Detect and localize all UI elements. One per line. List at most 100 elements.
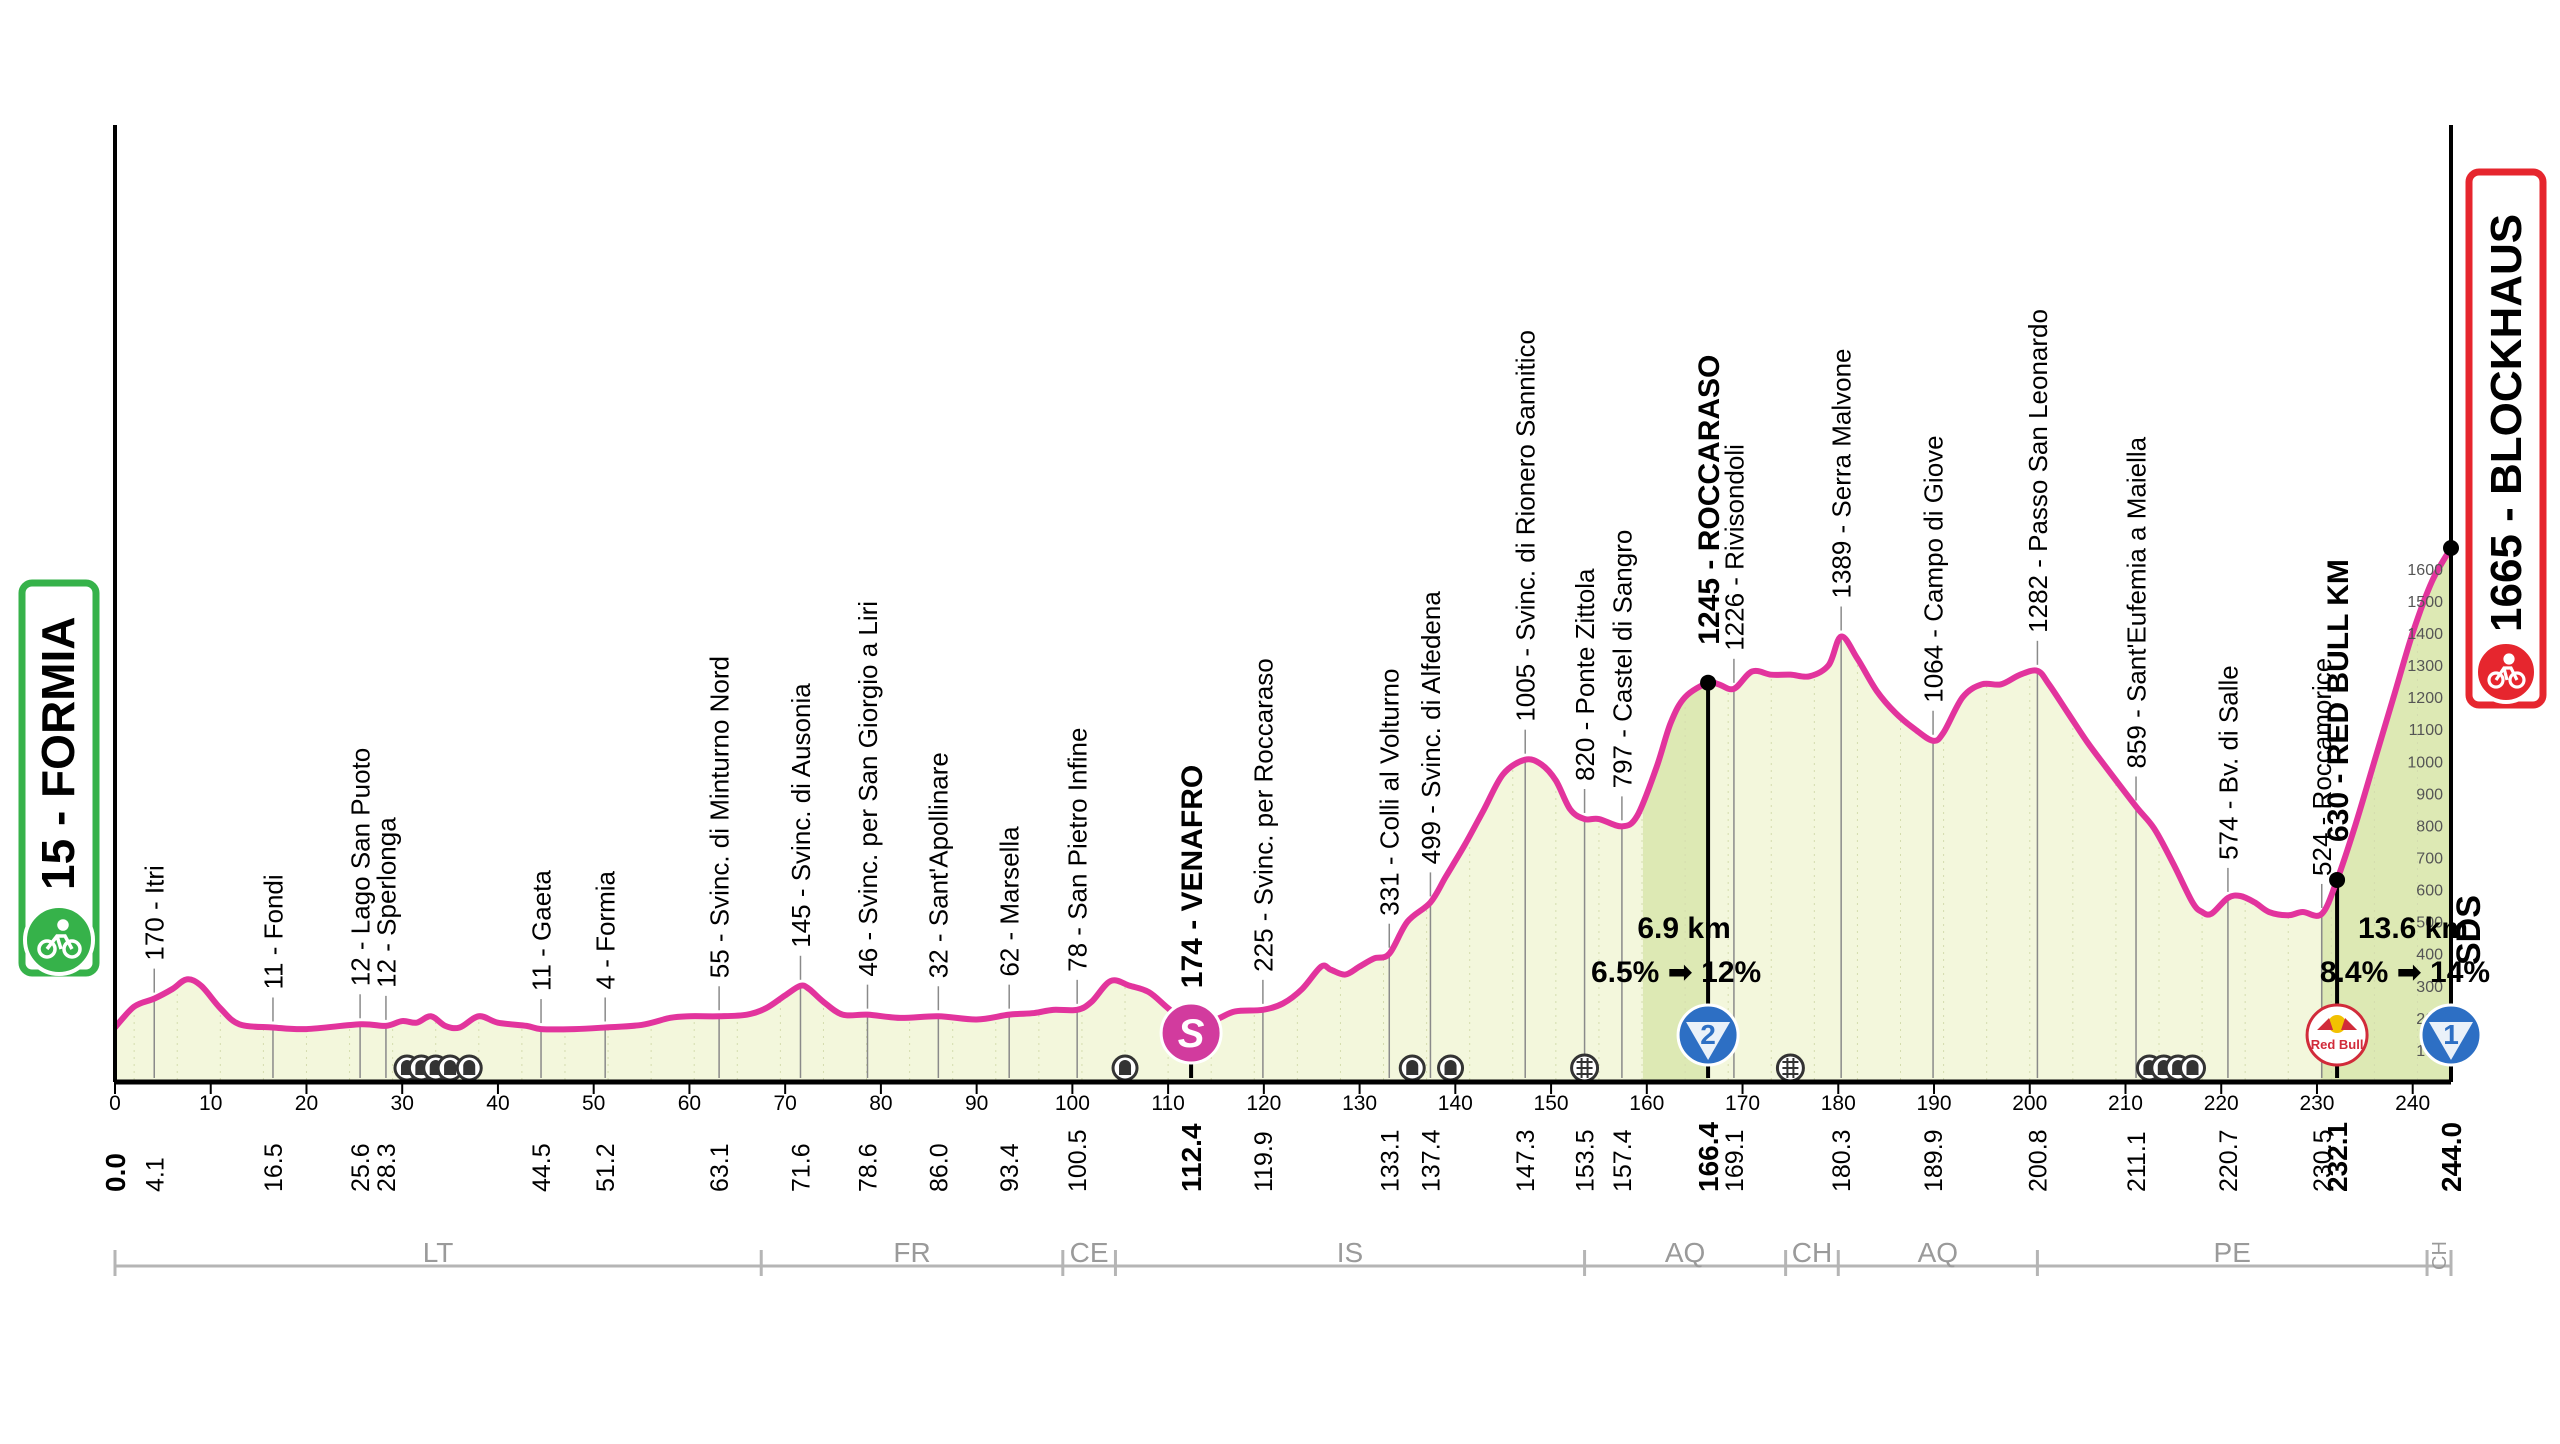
km-label: 147.3 bbox=[1512, 1129, 1540, 1192]
km-label: 28.3 bbox=[373, 1143, 401, 1192]
x-tick-label: 160 bbox=[1629, 1092, 1664, 1115]
km-label: 86.0 bbox=[925, 1143, 953, 1192]
region-label: LT bbox=[423, 1237, 454, 1268]
kom-category: 1 bbox=[2443, 1019, 2459, 1050]
sds-label: SDS bbox=[2450, 895, 2488, 965]
x-tick-label: 100 bbox=[1055, 1092, 1090, 1115]
tunnel-icon bbox=[1398, 1054, 1426, 1082]
place-label: 1245 - ROCCARASO bbox=[1693, 355, 1726, 645]
km-label: 169.1 bbox=[1721, 1129, 1749, 1192]
sprint-icon bbox=[1159, 1001, 1223, 1065]
place-label: 630 - RED BULL KM bbox=[2322, 559, 2355, 842]
scale-tick-label: 600 bbox=[2416, 883, 2443, 900]
x-tick-label: 180 bbox=[1821, 1092, 1856, 1115]
place-label: 1282 - Passo San Leonardo bbox=[2023, 309, 2053, 633]
finish-km-label: 244.0 bbox=[2436, 1122, 2467, 1192]
place-label: 820 - Ponte Zittola bbox=[1570, 568, 1600, 781]
x-tick-label: 130 bbox=[1342, 1092, 1377, 1115]
scale-tick-label: 1000 bbox=[2407, 754, 2443, 771]
scale-tick-label: 1600 bbox=[2407, 562, 2443, 579]
km-label: 200.8 bbox=[2024, 1129, 2052, 1192]
km-label: 63.1 bbox=[706, 1143, 734, 1192]
km-label: 166.4 bbox=[1693, 1122, 1724, 1192]
place-label: 524 - Roccamorice bbox=[2307, 658, 2337, 876]
x-tick-label: 70 bbox=[773, 1092, 796, 1115]
region-label: AQ bbox=[1665, 1237, 1705, 1268]
x-tick-label: 140 bbox=[1438, 1092, 1473, 1115]
scale-tick-label: 700 bbox=[2416, 850, 2443, 867]
tunnel-icon bbox=[1111, 1054, 1139, 1082]
climb-gradient: 6.5% ➡ 12% bbox=[1591, 956, 1761, 989]
start-badge: 15 - FORMIA bbox=[18, 579, 100, 977]
region-label: IS bbox=[1337, 1237, 1363, 1268]
x-tick-label: 30 bbox=[391, 1092, 414, 1115]
x-tick-label: 150 bbox=[1534, 1092, 1569, 1115]
place-label: 11 - Fondi bbox=[258, 874, 288, 989]
km-label: 44.5 bbox=[528, 1143, 556, 1192]
place-label: 859 - Sant'Eufemia a Maiella bbox=[2121, 436, 2151, 768]
scale-tick-label: 1500 bbox=[2407, 594, 2443, 611]
place-label: 170 - Itri bbox=[140, 865, 170, 960]
x-tick-label: 120 bbox=[1246, 1092, 1281, 1115]
place-label: 12 - Lago San Puoto bbox=[345, 748, 375, 987]
scale-tick-label: 300 bbox=[2416, 979, 2443, 996]
x-tick-label: 170 bbox=[1725, 1092, 1760, 1115]
x-tick-label: 200 bbox=[2012, 1092, 2047, 1115]
scale-tick-label: 400 bbox=[2416, 947, 2443, 964]
scale-tick-label: 500 bbox=[2416, 915, 2443, 932]
x-tick-label: 110 bbox=[1151, 1092, 1184, 1115]
redbull-marker: Red Bull bbox=[2305, 1003, 2369, 1067]
place-label: 1005 - Svinc. di Rionero Sannitico bbox=[1511, 330, 1541, 722]
place-label: 174 - VENAFRO bbox=[1176, 765, 1209, 988]
km-label: 232.1 bbox=[2322, 1122, 2353, 1192]
sprint-letter: S bbox=[1178, 1012, 1205, 1056]
scale-tick-label: 1400 bbox=[2407, 626, 2443, 643]
km-label: 180.3 bbox=[1828, 1129, 1856, 1192]
waypoint-dot bbox=[1700, 674, 1717, 691]
km-label: 112.4 bbox=[1176, 1123, 1207, 1192]
x-tick-label: 90 bbox=[965, 1092, 988, 1115]
railway-crossing-icon bbox=[1570, 1053, 1600, 1083]
scale-tick-label: 1300 bbox=[2407, 658, 2443, 675]
x-tick-label: 210 bbox=[2108, 1092, 2143, 1115]
x-tick-label: 220 bbox=[2204, 1092, 2239, 1115]
x-tick-label: 80 bbox=[869, 1092, 892, 1115]
place-label: 331 - Colli al Volturno bbox=[1375, 669, 1405, 916]
climb-gradient: 8.4% ➡ 14% bbox=[2320, 956, 2490, 989]
x-tick-label: 10 bbox=[199, 1092, 222, 1115]
place-label: 1389 - Serra Malvone bbox=[1827, 348, 1857, 598]
profile-line bbox=[112, 546, 2454, 1033]
start-km-label: 0.0 bbox=[100, 1153, 131, 1192]
place-label: 62 - Marsella bbox=[995, 826, 1025, 977]
km-label: 211.1 bbox=[2123, 1131, 2151, 1192]
scale-tick-label: 900 bbox=[2416, 786, 2443, 803]
km-label: 119.9 bbox=[1250, 1131, 1278, 1192]
place-label: 78 - San Pietro Infine bbox=[1063, 728, 1093, 972]
x-tick-label: 230 bbox=[2299, 1092, 2334, 1115]
km-label: 153.5 bbox=[1572, 1129, 1600, 1192]
scale-tick-label: 1200 bbox=[2407, 690, 2443, 707]
km-label: 51.2 bbox=[592, 1143, 620, 1192]
redbull-icon bbox=[2305, 1003, 2369, 1067]
place-label: 797 - Castel di Sangro bbox=[1607, 530, 1637, 789]
start-label: 15 - FORMIA bbox=[32, 617, 84, 890]
x-tick-label: 190 bbox=[1916, 1092, 1951, 1115]
tunnel-icon bbox=[2179, 1054, 2207, 1082]
place-label: 55 - Svinc. di Minturno Nord bbox=[704, 656, 734, 978]
km-label: 16.5 bbox=[260, 1143, 288, 1192]
scale-tick-label: 1100 bbox=[2409, 722, 2444, 739]
x-tick-label: 40 bbox=[486, 1092, 509, 1115]
x-tick-label: 20 bbox=[295, 1092, 318, 1115]
region-label: PE bbox=[2214, 1237, 2251, 1268]
region-label: CH bbox=[2429, 1241, 2451, 1270]
km-label: 25.6 bbox=[347, 1143, 375, 1192]
x-tick-label: 50 bbox=[582, 1092, 605, 1115]
km-label: 230.5 bbox=[2309, 1129, 2337, 1192]
km-label: 78.6 bbox=[854, 1143, 882, 1192]
km-label: 133.1 bbox=[1376, 1129, 1404, 1192]
place-label: 46 - Svinc. per San Giorgio a Liri bbox=[853, 601, 883, 977]
region-label: AQ bbox=[1918, 1237, 1958, 1268]
km-label: 100.5 bbox=[1064, 1129, 1092, 1192]
